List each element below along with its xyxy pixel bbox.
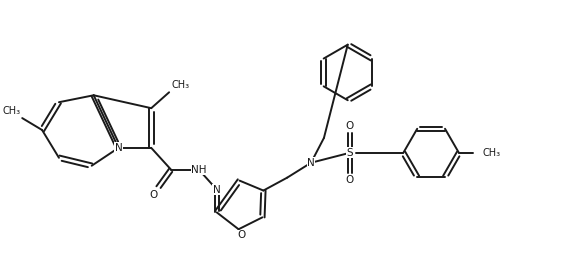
- Text: N: N: [115, 143, 122, 153]
- Text: CH₃: CH₃: [2, 106, 20, 116]
- Text: NH: NH: [191, 165, 207, 175]
- Text: N: N: [213, 185, 220, 194]
- Text: S: S: [346, 148, 353, 158]
- Text: CH₃: CH₃: [483, 148, 501, 158]
- Text: O: O: [149, 190, 158, 199]
- Text: O: O: [346, 121, 354, 131]
- Text: O: O: [346, 175, 354, 185]
- Text: N: N: [307, 158, 315, 168]
- Text: CH₃: CH₃: [171, 80, 189, 90]
- Text: N: N: [115, 143, 122, 153]
- Text: O: O: [237, 230, 246, 240]
